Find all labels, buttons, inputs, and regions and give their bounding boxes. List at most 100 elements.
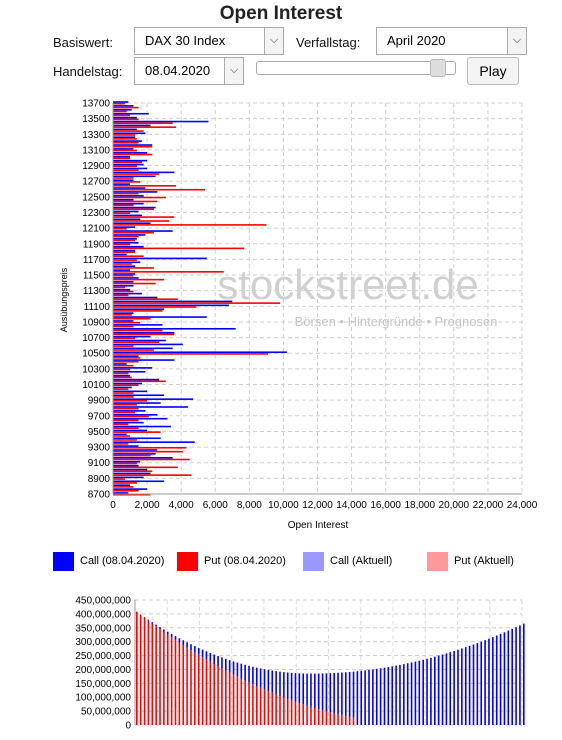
call-bar	[113, 250, 135, 252]
call-bar	[519, 625, 521, 725]
call-bar	[388, 667, 390, 725]
call-bar	[372, 669, 374, 725]
call-bar	[113, 105, 133, 107]
call-bar	[113, 109, 132, 111]
put-bar	[213, 664, 215, 725]
put-bar	[113, 177, 133, 179]
put-bar	[190, 650, 192, 725]
call-bar	[113, 414, 157, 416]
call-bar	[446, 653, 448, 725]
call-bar	[113, 285, 133, 287]
call-bar	[496, 636, 498, 725]
put-bar	[113, 416, 149, 418]
call-bar	[113, 426, 171, 428]
call-bar	[113, 281, 133, 283]
put-bar	[113, 193, 139, 195]
put-bar	[182, 645, 184, 725]
put-bar	[113, 130, 144, 132]
put-bar	[113, 267, 154, 269]
call-bar	[113, 168, 147, 170]
call-bar	[391, 666, 393, 725]
put-bar	[302, 704, 304, 725]
put-bar	[113, 158, 130, 160]
call-bar	[217, 656, 219, 666]
call-bar	[113, 262, 140, 264]
put-bar	[113, 259, 137, 261]
put-bar	[113, 279, 164, 281]
put-bar	[167, 635, 169, 725]
call-bar	[113, 113, 149, 115]
call-bar	[113, 183, 130, 185]
legend-swatch	[53, 552, 74, 571]
call-bar	[113, 199, 133, 201]
legend-swatch	[177, 552, 198, 571]
put-bar	[113, 400, 147, 402]
call-bar	[159, 627, 161, 629]
put-bar	[113, 361, 139, 363]
call-bar	[113, 277, 139, 279]
call-bar	[113, 449, 157, 451]
call-bar	[113, 164, 144, 166]
legend-swatch	[427, 552, 448, 571]
call-bar	[210, 653, 212, 662]
call-bar	[113, 351, 287, 353]
call-bar	[113, 297, 157, 299]
put-bar	[113, 119, 139, 121]
call-bar	[113, 363, 127, 365]
put-bar	[113, 322, 140, 324]
call-bar	[283, 672, 285, 697]
put-bar	[306, 706, 308, 725]
call-bar	[330, 673, 332, 712]
put-bar	[113, 420, 139, 422]
call-bar	[457, 650, 459, 725]
x-tick-label: 6,000	[203, 500, 228, 511]
call-bar	[508, 631, 510, 725]
call-bar	[430, 658, 432, 725]
put-bar	[144, 618, 146, 725]
payout-chart: 450,000,000400,000,000350,000,000300,000…	[0, 590, 562, 740]
call-bar	[113, 394, 164, 396]
call-bar	[461, 648, 463, 725]
call-bar	[449, 652, 451, 725]
call-bar	[419, 661, 421, 725]
put-bar	[295, 702, 297, 725]
call-bar	[213, 654, 215, 664]
put-bar	[283, 697, 285, 725]
call-bar	[113, 437, 161, 439]
call-bar	[113, 140, 142, 142]
x-tick-label: 22,000	[473, 500, 504, 511]
put-bar	[113, 294, 128, 296]
put-bar	[163, 632, 165, 725]
y-tick-label: 13700	[82, 99, 110, 110]
put-bar	[113, 396, 133, 398]
call-bar	[492, 637, 494, 725]
put-bar	[113, 486, 133, 488]
y-tick-label: 9100	[88, 458, 111, 469]
x-tick-label: 16,000	[370, 500, 401, 511]
call-bar	[113, 254, 127, 256]
y-tick-label: 9300	[88, 443, 111, 454]
put-bar	[264, 689, 266, 725]
call-bar	[302, 673, 304, 704]
call-bar	[113, 441, 195, 443]
call-bar	[186, 642, 188, 647]
call-bar	[376, 669, 378, 725]
legend-label: Call (08.04.2020)	[80, 555, 164, 567]
put-bar	[113, 318, 150, 320]
call-bar	[148, 620, 150, 621]
put-bar	[113, 181, 140, 183]
call-bar	[113, 152, 147, 154]
y-tick-label: 10500	[82, 349, 110, 360]
put-bar	[314, 708, 316, 725]
put-bar	[217, 666, 219, 725]
put-bar	[113, 357, 140, 359]
put-bar	[113, 248, 244, 250]
put-bar	[113, 201, 157, 203]
call-bar	[264, 669, 266, 689]
call-bar	[511, 629, 513, 725]
put-bar	[113, 302, 280, 304]
call-bar	[275, 671, 277, 694]
call-bar	[299, 673, 301, 703]
call-bar	[399, 665, 401, 725]
put-bar	[113, 404, 137, 406]
